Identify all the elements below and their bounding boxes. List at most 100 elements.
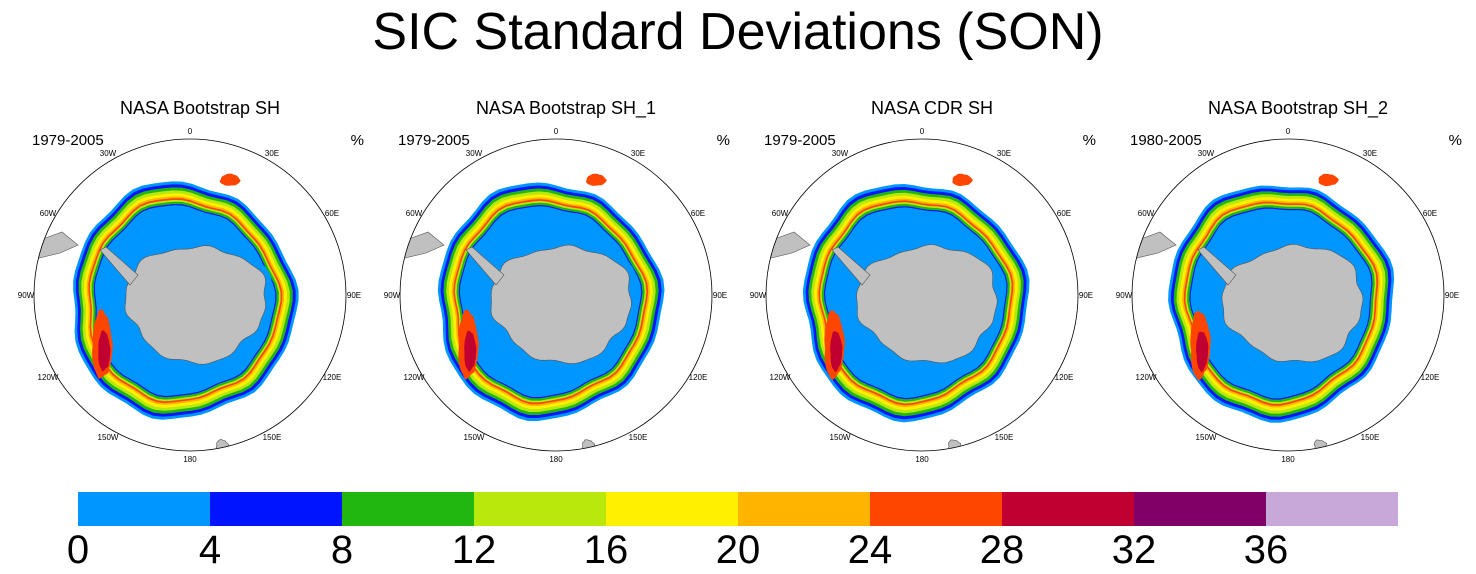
longitude-label: 60E — [325, 209, 339, 218]
colorbar-tick-label: 16 — [583, 528, 629, 572]
south-america-tip — [34, 231, 79, 260]
longitude-label: 90E — [1079, 291, 1093, 300]
panel-title: NASA CDR SH — [870, 98, 994, 118]
colorbar-segment — [342, 492, 474, 526]
figure-title: SIC Standard Deviations (SON) — [372, 3, 1104, 61]
polar-map: 0 30E 60E 90E 120E 150E 180 150W 120W 90W 60W 30W — [18, 127, 361, 462]
unit-label: % — [350, 132, 364, 149]
colorbar-segment — [606, 492, 738, 526]
unit-label: % — [716, 132, 730, 149]
longitude-label: 120W — [1136, 373, 1157, 382]
longitude-label: 90E — [347, 291, 361, 300]
colorbar-tick-label: 24 — [847, 528, 893, 572]
map-boundary — [33, 138, 347, 452]
polar-map: 0 30E 60E 90E 120E 150E 180 150W 120W 90W 60W 30W — [384, 127, 727, 462]
sea-ice-field — [1132, 173, 1395, 451]
polar-map: 0 30E 60E 90E 120E 150E 180 150W 120W 90W 60W 30W — [750, 127, 1093, 462]
map-panel: 0 30E 60E 90E 120E 150E 180 150W 120W 90W 60W 30W N… — [382, 92, 750, 462]
colorbar-tick-label: 28 — [979, 528, 1025, 572]
longitude-label: 30E — [265, 149, 279, 158]
longitude-label: 90W — [1116, 291, 1133, 300]
sea-ice-field — [34, 173, 299, 451]
antarctica-landmass — [856, 244, 998, 364]
colorbar — [78, 492, 1398, 526]
map-boundary — [399, 138, 713, 452]
colorbar-segment — [1002, 492, 1134, 526]
longitude-label: 120W — [404, 373, 425, 382]
colorbar-tick-label: 4 — [198, 528, 222, 572]
longitude-label: 30W — [100, 149, 117, 158]
unit-label: % — [1448, 132, 1462, 149]
longitude-label: 30W — [1198, 149, 1215, 158]
longitude-label: 120W — [770, 373, 791, 382]
south-america-tip — [1132, 231, 1177, 260]
sic-contour — [952, 173, 973, 187]
colorbar-segment — [210, 492, 342, 526]
longitude-label: 90W — [384, 291, 401, 300]
colorbar-tick-label: 12 — [451, 528, 497, 572]
panel-title: NASA Bootstrap SH — [119, 98, 281, 118]
longitude-label: 120E — [1055, 373, 1074, 382]
longitude-label: 90W — [750, 291, 767, 300]
longitude-label: 0 — [188, 127, 193, 136]
antarctic-peninsula — [831, 246, 871, 286]
colorbar-segment — [738, 492, 870, 526]
longitude-label: 180 — [183, 455, 197, 462]
longitude-label: 120W — [38, 373, 59, 382]
colorbar-segment — [1134, 492, 1266, 526]
colorbar-segment — [474, 492, 606, 526]
longitude-label: 120E — [1421, 373, 1440, 382]
longitude-label: 30E — [997, 149, 1011, 158]
antarctic-peninsula — [465, 246, 505, 286]
unit-label: % — [1082, 132, 1096, 149]
longitude-label: 150W — [464, 433, 485, 442]
sic-contour — [219, 173, 241, 186]
colorbar-segment — [870, 492, 1002, 526]
polar-map: 0 30E 60E 90E 120E 150E 180 150W 120W 90W 60W 30W — [1116, 127, 1459, 462]
sic-contour — [98, 330, 111, 372]
sic-contour — [586, 173, 607, 186]
sea-ice-field — [400, 173, 665, 451]
longitude-label: 90E — [1445, 291, 1459, 300]
longitude-label: 30W — [466, 149, 483, 158]
longitude-label: 0 — [554, 127, 559, 136]
longitude-label: 0 — [920, 127, 925, 136]
longitude-label: 180 — [549, 455, 563, 462]
map-panel: 0 30E 60E 90E 120E 150E 180 150W 120W 90W 60W 30W N… — [1114, 92, 1476, 462]
south-america-tip — [400, 231, 445, 260]
antarctica-landmass — [124, 245, 266, 365]
colorbar-segment — [1266, 492, 1398, 526]
longitude-label: 120E — [323, 373, 342, 382]
longitude-label: 60W — [772, 209, 789, 218]
antarctic-peninsula — [99, 246, 139, 286]
longitude-label: 60E — [1057, 209, 1071, 218]
sic-contour — [464, 330, 477, 372]
antarctica-landmass — [490, 244, 632, 364]
year-range: 1980-2005 — [1130, 132, 1202, 149]
longitude-label: 30E — [631, 149, 645, 158]
antarctica-landmass — [1221, 243, 1364, 363]
longitude-label: 150E — [263, 433, 282, 442]
sic-contour — [830, 331, 843, 372]
colorbar-segment — [78, 492, 210, 526]
longitude-label: 30E — [1363, 149, 1377, 158]
longitude-label: 180 — [1281, 455, 1295, 462]
colorbar-tick-label: 20 — [715, 528, 761, 572]
year-range: 1979-2005 — [764, 132, 836, 149]
longitude-label: 0 — [1286, 127, 1291, 136]
longitude-label: 150E — [995, 433, 1014, 442]
longitude-label: 60W — [40, 209, 57, 218]
longitude-label: 150W — [830, 433, 851, 442]
panel-title: NASA Bootstrap SH_2 — [1207, 98, 1389, 118]
longitude-label: 60E — [691, 209, 705, 218]
colorbar-tick-label: 8 — [330, 528, 354, 572]
colorbar-labels: 0 4 8 12 16 20 24 28 32 36 — [0, 528, 1476, 574]
sea-ice-field — [766, 173, 1030, 451]
longitude-label: 60E — [1423, 209, 1437, 218]
south-america-tip — [766, 231, 811, 260]
longitude-label: 150W — [1196, 433, 1217, 442]
map-panel: 0 30E 60E 90E 120E 150E 180 150W 120W 90W 60W 30W N… — [16, 92, 384, 462]
longitude-label: 60W — [1138, 209, 1155, 218]
map-panel: 0 30E 60E 90E 120E 150E 180 150W 120W 90W 60W 30W N… — [748, 92, 1116, 462]
antarctic-peninsula — [1197, 246, 1237, 286]
